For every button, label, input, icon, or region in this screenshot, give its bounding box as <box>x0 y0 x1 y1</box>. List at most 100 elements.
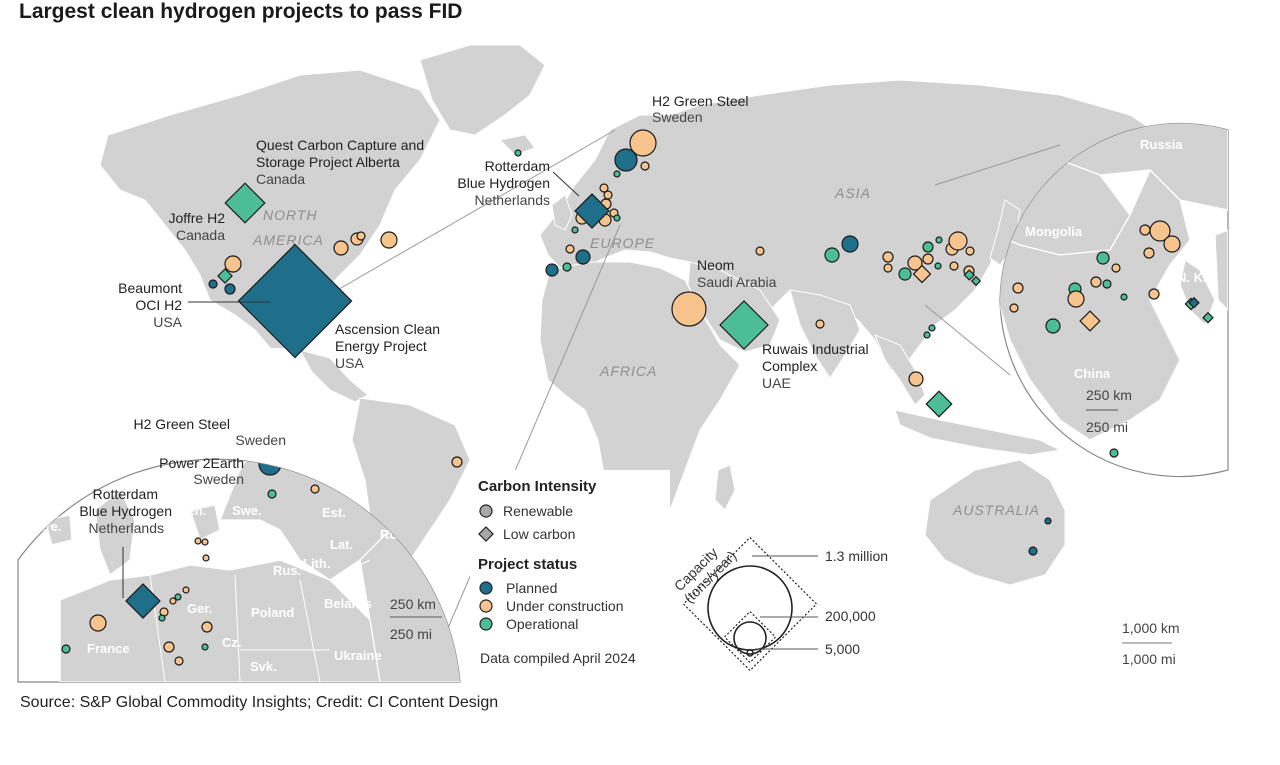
inset-scale-mi: 250 mi <box>390 626 432 642</box>
marker-korea-lc-1 <box>963 269 976 281</box>
marker-sa-uc <box>451 456 463 468</box>
inset-callout-rotterdam-line1: Rotterdam <box>93 486 158 502</box>
land-greenland <box>419 44 546 136</box>
marker-eu-op-3 <box>562 262 572 272</box>
legend-renewable-label: Renewable <box>503 503 573 519</box>
source-credit: Source: S&P Global Commodity Insights; C… <box>20 694 499 711</box>
marker-asia-op-1 <box>824 247 840 263</box>
region-label-america: AMERICA <box>252 232 324 248</box>
marker-iceland-op <box>514 149 522 157</box>
leader-rotterdam <box>552 171 580 197</box>
inset-label-den: Den. <box>178 503 206 518</box>
callout-rotterdam-line2: Blue Hydrogen <box>457 175 550 191</box>
callout-quest-line2: Storage Project Alberta <box>256 154 400 170</box>
marker-india-uc <box>815 319 825 329</box>
cn-label-mongolia: Mongolia <box>1025 224 1083 239</box>
inset-land-korea <box>1179 258 1216 327</box>
inset-land-japan-inset <box>1214 229 1228 312</box>
inset-label-swe: Swe. <box>232 503 262 518</box>
cn-marker-op-5 <box>1045 318 1061 334</box>
inset-scale-km: 250 km <box>390 596 436 612</box>
callout-quest-country: Canada <box>256 171 305 187</box>
inset-callout-h2-green-steel-name: H2 Green Steel <box>134 416 231 432</box>
marker-eu-uc-7 <box>565 244 575 254</box>
cn-scale-km: 250 km <box>1086 387 1132 403</box>
marker-asia-uc-8 <box>965 246 975 256</box>
cn-marker-uc-6 <box>1090 276 1102 288</box>
callout-beaumont-line1: Beaumont <box>118 280 182 296</box>
land-uk <box>551 194 573 231</box>
marker-neom <box>671 291 707 327</box>
marker-beaumont <box>208 279 218 289</box>
cn-label-russia: Russia <box>1140 137 1183 152</box>
callout-ascension-line1: Ascension Clean <box>335 321 440 337</box>
marker-na-planned-2 <box>224 283 236 295</box>
cn-marker-op-1 <box>1096 251 1110 265</box>
inset-marker-op-5 <box>61 644 71 654</box>
callout-joffre-name: Joffre H2 <box>168 210 225 226</box>
region-labels: NORTH AMERICA EUROPE ASIA AFRICA AUSTRAL… <box>252 185 1040 518</box>
marker-asia-op-4 <box>934 262 942 270</box>
inset-marker-uc-10 <box>201 621 213 633</box>
region-label-africa: AFRICA <box>599 363 657 379</box>
marker-asia-uc-7 <box>949 261 959 271</box>
cn-marker-uc-10 <box>1009 303 1019 313</box>
inset-label-france: France <box>87 641 130 656</box>
legend-project-status-title: Project status <box>478 556 577 573</box>
cn-marker-uc-4 <box>1143 247 1155 259</box>
capacity-size-legend: Capacity (tons/year) 1.3 million 200,000… <box>671 536 888 672</box>
main-scale-mi: 1,000 mi <box>1122 651 1176 667</box>
callout-leaders <box>188 171 580 303</box>
china-inset-connector-bottom <box>924 304 1011 376</box>
land-india <box>789 289 861 379</box>
inset-label-cz: Cz. <box>222 635 242 650</box>
capacity-diamond-medium <box>723 610 777 664</box>
inset-label-ire: Ire. <box>42 519 62 534</box>
marker-asia-op-2 <box>898 267 912 281</box>
callout-quest-line1: Quest Carbon Capture and <box>256 137 424 153</box>
capacity-label-medium: 200,000 <box>825 608 876 624</box>
callout-neom-name: Neom <box>697 257 734 273</box>
inset-marker-rotterdam <box>125 583 161 619</box>
inset-land-ireland <box>44 514 73 546</box>
inset-marker-power2earth <box>258 459 282 476</box>
callout-ascension-country: USA <box>335 355 364 371</box>
marker-asia-uc-6 <box>948 231 968 251</box>
marker-asia-op-3 <box>922 241 934 253</box>
marker-sea-lc <box>925 390 953 418</box>
marker-scand-op <box>613 170 621 178</box>
callout-ruwais-country: UAE <box>762 375 791 391</box>
region-label-australia: AUSTRALIA <box>952 502 1040 518</box>
callout-neom-country: Saudi Arabia <box>697 274 777 290</box>
inset-callout-h2-green-steel-country: Sweden <box>235 432 286 448</box>
callout-rotterdam-line1: Rotterdam <box>485 158 550 174</box>
cn-marker-lc-uc <box>1079 310 1101 332</box>
cn-marker-uc-5 <box>1111 263 1121 273</box>
marker-na-op-lc <box>217 268 233 284</box>
cn-label-sk: S. K. <box>1173 315 1202 330</box>
legend-under-construction-label: Under construction <box>506 598 624 614</box>
capacity-circle-large <box>707 565 793 651</box>
legend-operational-label: Operational <box>506 616 578 632</box>
callout-ruwais-line1: Ruwais Industrial <box>762 341 869 357</box>
inset-label-ger: Ger. <box>187 601 212 616</box>
china-inset-country-labels: Russia Mongolia China N. K. S. K. <box>1025 137 1207 381</box>
main-scale-km: 1,000 km <box>1122 620 1180 636</box>
marker-aus-planned-1 <box>1044 517 1052 525</box>
cn-marker-lc-planned <box>1188 296 1200 309</box>
marker-korea-lc-2 <box>970 275 982 287</box>
callout-h2-green-steel-country: Sweden <box>652 109 703 125</box>
cn-marker-uc-8 <box>1067 290 1085 308</box>
marker-asia-op-5 <box>935 236 943 244</box>
callout-beaumont-line2: OCI H2 <box>135 297 182 313</box>
inset-marker-uc-11 <box>163 641 175 653</box>
inset-land-denmark <box>189 504 221 541</box>
capacity-circle-small <box>746 649 754 657</box>
cn-label-china: China <box>1074 366 1111 381</box>
callout-joffre-country: Canada <box>176 227 225 243</box>
europe-inset-connector-top <box>319 129 616 301</box>
inset-marker-op-1 <box>267 489 277 499</box>
inset-callout-rotterdam-line2: Blue Hydrogen <box>79 503 172 519</box>
inset-marker-uc-3 <box>194 537 202 545</box>
